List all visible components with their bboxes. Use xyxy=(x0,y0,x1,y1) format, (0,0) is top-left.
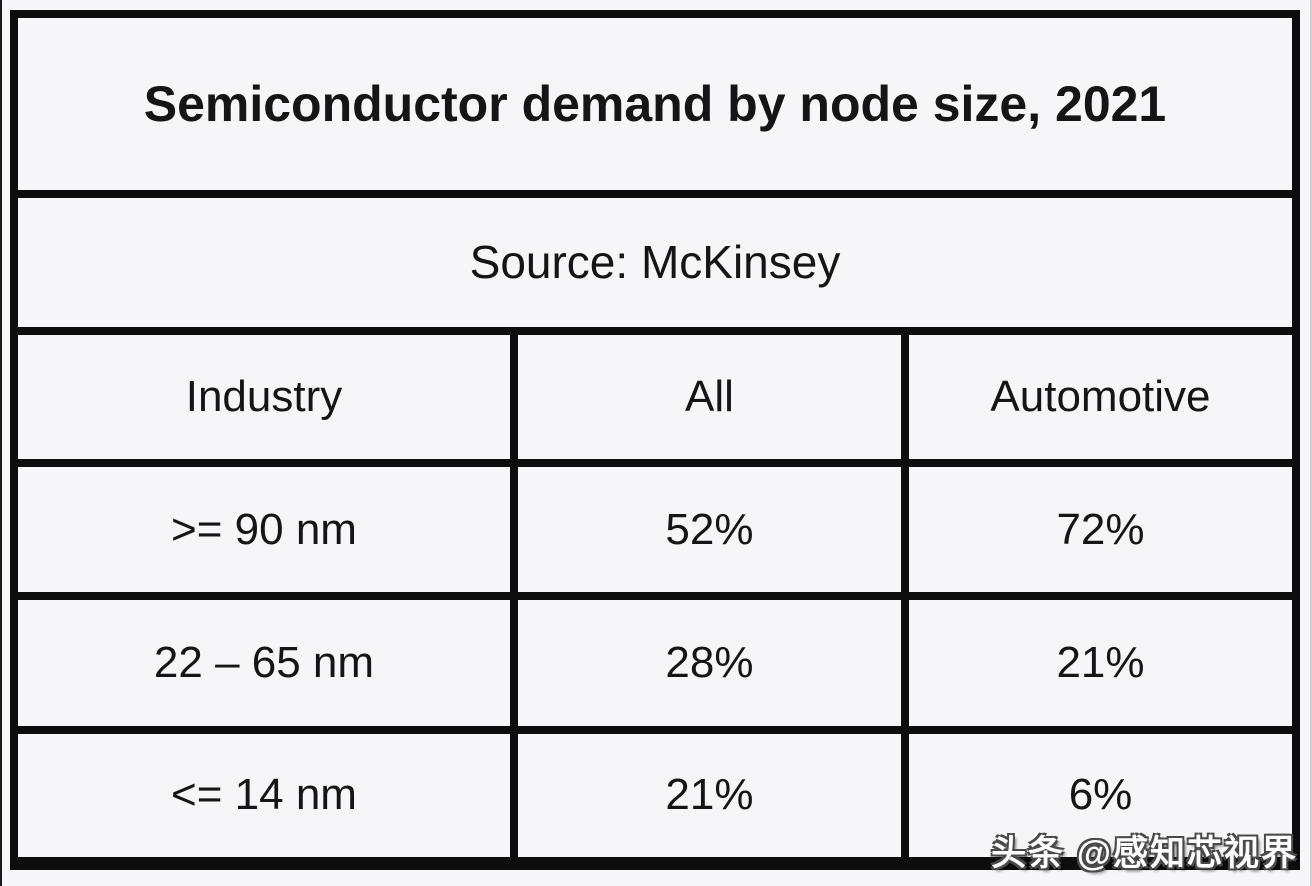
table-row-le-14nm: <= 14 nm 21% 6% xyxy=(10,725,1301,870)
cell-value-all: 28% xyxy=(509,592,909,734)
semiconductor-demand-table: Semiconductor demand by node size, 2021 … xyxy=(10,10,1301,870)
row-label: >= 90 nm xyxy=(10,458,518,601)
table-title: Semiconductor demand by node size, 2021 xyxy=(10,10,1300,198)
column-header-industry: Industry xyxy=(10,327,518,467)
column-header-automotive: Automotive xyxy=(900,327,1301,467)
row-label: <= 14 nm xyxy=(10,725,518,870)
cell-value-all: 52% xyxy=(509,458,909,601)
cell-value-all: 21% xyxy=(509,725,909,870)
cell-value-automotive: 72% xyxy=(900,458,1301,601)
image-edge-line-right xyxy=(1310,0,1312,886)
cell-value-automotive: 6% xyxy=(900,725,1301,870)
table-header-row: Industry All Automotive xyxy=(10,327,1301,467)
column-header-all: All xyxy=(509,327,909,467)
image-edge-line-left xyxy=(0,0,2,886)
watermark-toutiao: 头条 @感知芯视界 xyxy=(991,834,1298,873)
table-row-22-65nm: 22 – 65 nm 28% 21% xyxy=(10,592,1301,734)
table-title-row: Semiconductor demand by node size, 2021 xyxy=(10,10,1300,198)
cell-value-automotive: 21% xyxy=(900,592,1301,734)
table-row-ge-90nm: >= 90 nm 52% 72% xyxy=(10,458,1301,601)
row-label: 22 – 65 nm xyxy=(10,592,518,734)
table-source-row: Source: McKinsey xyxy=(10,189,1300,336)
table-source: Source: McKinsey xyxy=(10,189,1300,336)
